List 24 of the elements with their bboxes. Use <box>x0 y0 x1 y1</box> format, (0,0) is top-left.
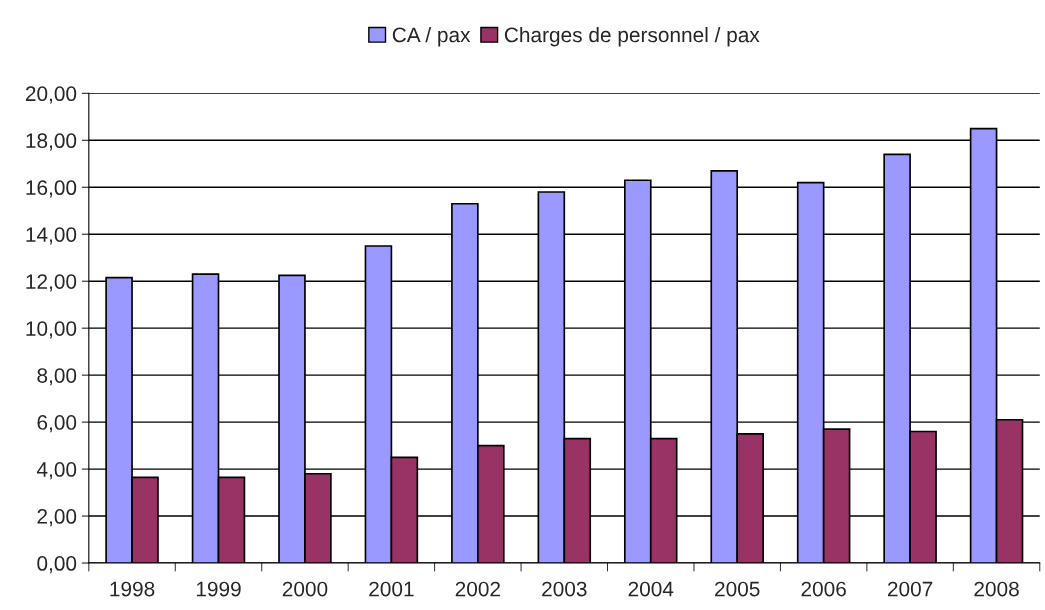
x-tick-label: 2008 <box>974 581 1019 597</box>
x-tick-label: 1999 <box>196 581 241 597</box>
legend-label: Charges de personnel / pax <box>504 26 760 47</box>
y-tick-label: 12,00 <box>26 274 77 292</box>
x-tick-label: 2004 <box>628 581 674 597</box>
y-tick-label: 4,00 <box>36 462 77 480</box>
y-tick-label: 16,00 <box>26 180 77 198</box>
y-tick-label: 2,00 <box>37 509 77 527</box>
x-tick-label: 2000 <box>282 581 328 597</box>
y-tick-label: 18,00 <box>26 133 77 151</box>
y-tick-label: 10,00 <box>26 321 77 339</box>
y-tick-label: 20,00 <box>25 86 77 104</box>
y-tick-label: 14,00 <box>26 227 77 245</box>
x-tick-label: 2007 <box>887 581 933 597</box>
x-tick-label: 2003 <box>542 581 587 597</box>
y-tick-label: 0,00 <box>37 556 77 574</box>
y-tick-label: 6,00 <box>37 415 77 433</box>
x-tick-label: 1998 <box>110 581 155 597</box>
x-tick-label: 2005 <box>715 581 760 597</box>
legend-label: CA / pax <box>392 26 471 47</box>
x-tick-label: 2002 <box>455 581 500 597</box>
x-tick-label: 2001 <box>369 581 414 597</box>
x-tick-label: 2006 <box>801 581 846 597</box>
y-tick-label: 8,00 <box>37 368 77 386</box>
